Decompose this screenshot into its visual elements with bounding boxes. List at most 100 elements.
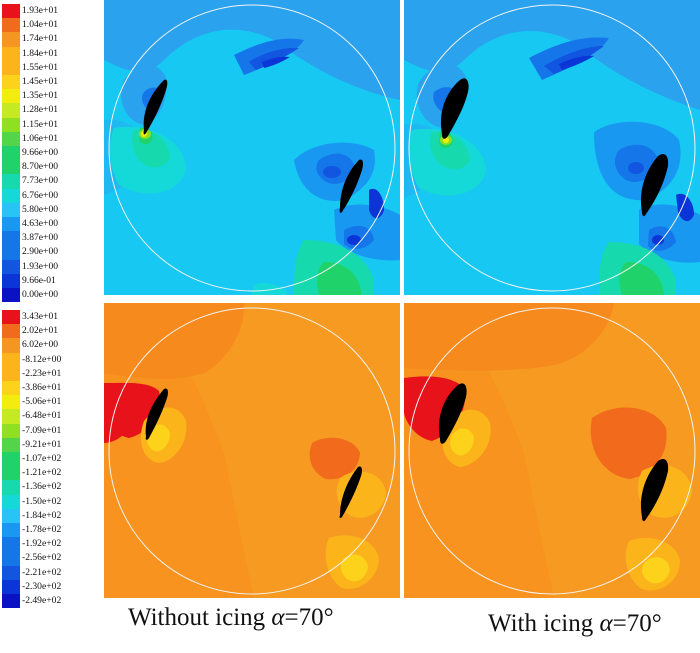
- legend-row: -6.48e+01: [0, 409, 100, 424]
- legend-row: -3.86e+01: [0, 381, 100, 396]
- legend-row: 9.66e-01: [0, 273, 100, 288]
- legend-swatch: [2, 437, 20, 452]
- legend-row: -2.21e+02: [0, 565, 100, 580]
- legend-label: -2.49e+02: [22, 595, 62, 606]
- legend-label: 2.90e+00: [22, 246, 59, 258]
- legend-label: 1.28e+01: [22, 104, 59, 116]
- legend-label: 9.66e-01: [22, 274, 56, 286]
- legend-row: -1.21e+02: [0, 466, 100, 481]
- legend-swatch: [2, 409, 20, 424]
- legend-row: 1.04e+01: [0, 18, 100, 33]
- legend-row: 1.06e+01: [0, 131, 100, 146]
- legend-row: 2.90e+00: [0, 245, 100, 260]
- legend-row: -1.78e+02: [0, 523, 100, 538]
- pressure-panel-without-icing: [104, 303, 400, 598]
- legend-row: -2.30e+02: [0, 579, 100, 594]
- legend-label: 4.63e+00: [22, 218, 59, 229]
- legend-swatch: [2, 579, 20, 594]
- legend-row: -1.50e+02: [0, 494, 100, 509]
- legend-label: 1.04e+01: [22, 19, 59, 31]
- legend-swatch: [2, 452, 20, 467]
- legend-row: 5.80e+00: [0, 202, 100, 217]
- legend-swatch: [2, 217, 20, 232]
- legend-swatch: [2, 60, 20, 75]
- legend-swatch: [2, 551, 20, 566]
- legend-label: -1.07e+02: [22, 453, 62, 464]
- legend-row: -2.23e+01: [0, 366, 100, 381]
- legend-label: 7.73e+00: [22, 175, 59, 187]
- legend-swatch: [2, 366, 20, 381]
- legend-row: 1.55e+01: [0, 60, 100, 75]
- legend-label: 3.87e+00: [22, 232, 59, 244]
- legend-swatch: [2, 594, 20, 609]
- legend-label: -5.06e+01: [22, 396, 62, 408]
- legend-swatch: [2, 174, 20, 189]
- legend-label: 1.93e+01: [22, 5, 59, 16]
- legend-label: -2.21e+02: [22, 566, 62, 578]
- legend-swatch: [2, 288, 20, 303]
- legend-swatch: [2, 466, 20, 481]
- caption-with-icing: With icing α=70°: [488, 610, 662, 637]
- legend-label: -9.21e+01: [22, 438, 62, 450]
- pressure-panel-with-icing: [404, 303, 700, 598]
- legend-row: 4.63e+00: [0, 217, 100, 232]
- legend-label: -2.30e+02: [22, 580, 62, 592]
- legend-swatch: [2, 4, 20, 19]
- legend-row: 3.87e+00: [0, 231, 100, 246]
- legend-swatch: [2, 231, 20, 246]
- legend-swatch: [2, 117, 20, 132]
- legend-label: -1.78e+02: [22, 524, 62, 535]
- legend-row: 1.45e+01: [0, 75, 100, 90]
- legend-label: 0.00e+00: [22, 289, 59, 300]
- caption-without-icing: Without icing α=70°: [128, 604, 334, 631]
- legend-swatch: [2, 89, 20, 104]
- legend-row: -2.56e+02: [0, 551, 100, 566]
- legend-swatch: [2, 160, 20, 175]
- legend-swatch: [2, 146, 20, 161]
- legend-row: -9.21e+01: [0, 437, 100, 452]
- legend-swatch: [2, 395, 20, 410]
- legend-row: 6.76e+00: [0, 188, 100, 203]
- legend-label: 8.70e+00: [22, 161, 59, 173]
- legend-row: 3.43e+01: [0, 310, 100, 325]
- legend-row: 2.02e+01: [0, 324, 100, 339]
- legend-swatch: [2, 381, 20, 396]
- legend-swatch: [2, 537, 20, 552]
- legend-swatch: [2, 188, 20, 203]
- legend-label: -2.23e+01: [22, 367, 62, 379]
- legend-swatch: [2, 352, 20, 367]
- legend-row: -1.84e+02: [0, 508, 100, 523]
- legend-swatch: [2, 310, 20, 325]
- legend-swatch: [2, 523, 20, 538]
- legend-label: 1.15e+01: [22, 118, 59, 130]
- legend-label: 2.02e+01: [22, 325, 59, 337]
- legend-row: -1.92e+02: [0, 537, 100, 552]
- legend-label: -2.56e+02: [22, 552, 62, 564]
- legend-swatch: [2, 480, 20, 495]
- legend-label: 1.45e+01: [22, 76, 59, 87]
- legend-label: 1.55e+01: [22, 61, 59, 73]
- legend-swatch: [2, 324, 20, 339]
- legend-row: -1.36e+02: [0, 480, 100, 495]
- legend-label: -1.84e+02: [22, 509, 62, 521]
- legend-swatch: [2, 494, 20, 509]
- legend-row: 8.70e+00: [0, 160, 100, 175]
- legend-label: -1.36e+02: [22, 481, 62, 493]
- legend-row: -2.49e+02: [0, 594, 100, 609]
- legend-row: 1.93e+00: [0, 259, 100, 274]
- legend-label: 6.76e+00: [22, 189, 59, 201]
- legend-swatch: [2, 508, 20, 523]
- legend-label: 1.06e+01: [22, 132, 59, 144]
- legend-row: -7.09e+01: [0, 423, 100, 438]
- legend-label: 1.35e+01: [22, 90, 59, 102]
- legend-swatch: [2, 259, 20, 274]
- legend-row: 0.00e+00: [0, 288, 100, 303]
- legend-row: 1.84e+01: [0, 46, 100, 61]
- legend-swatch: [2, 75, 20, 90]
- legend-label: 9.66e+00: [22, 147, 59, 158]
- legend-label: -1.92e+02: [22, 538, 62, 550]
- legend-swatch: [2, 32, 20, 47]
- legend-row: 1.28e+01: [0, 103, 100, 118]
- legend-row: 1.15e+01: [0, 117, 100, 132]
- legend-label: -8.12e+00: [22, 353, 62, 365]
